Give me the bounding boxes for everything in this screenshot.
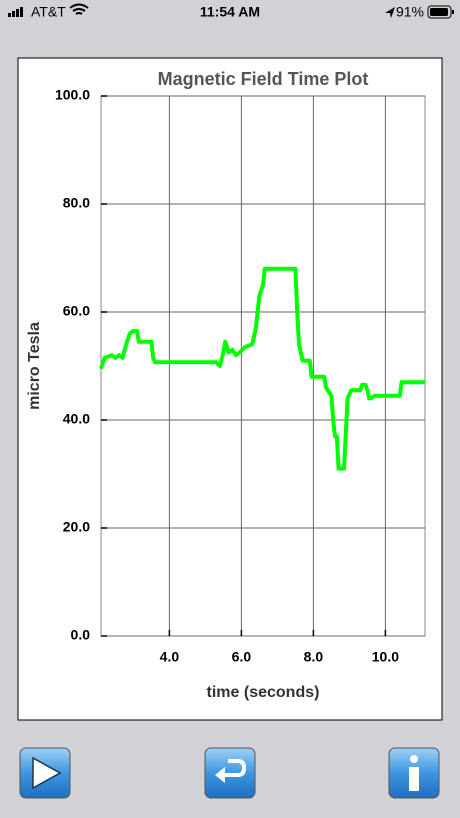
battery-percent: 91% [396,4,424,20]
chart: Magnetic Field Time Plot time (seconds) … [26,69,426,701]
battery-icon [427,5,454,19]
x-axis-label: time (seconds) [207,684,320,701]
y-tick-label: 0.0 [71,627,91,643]
data-line [99,266,425,471]
y-tick-label: 40.0 [63,411,90,427]
reset-button[interactable] [204,747,256,799]
signal-icon [8,7,23,17]
x-tick-label: 4.0 [160,649,180,665]
x-tick-label: 8.0 [304,649,324,665]
play-button[interactable] [19,747,71,799]
y-tick-label: 80.0 [63,195,90,211]
chart-title: Magnetic Field Time Plot [158,69,369,89]
y-tick-label: 20.0 [63,519,90,535]
location-icon [385,7,395,18]
clock: 11:54 AM [200,4,260,20]
y-tick-label: 60.0 [63,303,90,319]
y-tick-label: 100.0 [55,87,90,103]
wifi-icon [69,3,89,15]
chart-panel [17,57,443,721]
carrier: AT&T [31,4,66,20]
x-tick-label: 10.0 [372,649,399,665]
y-axis-label: micro Tesla [26,322,43,410]
x-tick-label: 6.0 [232,649,252,665]
info-button[interactable] [388,747,440,799]
